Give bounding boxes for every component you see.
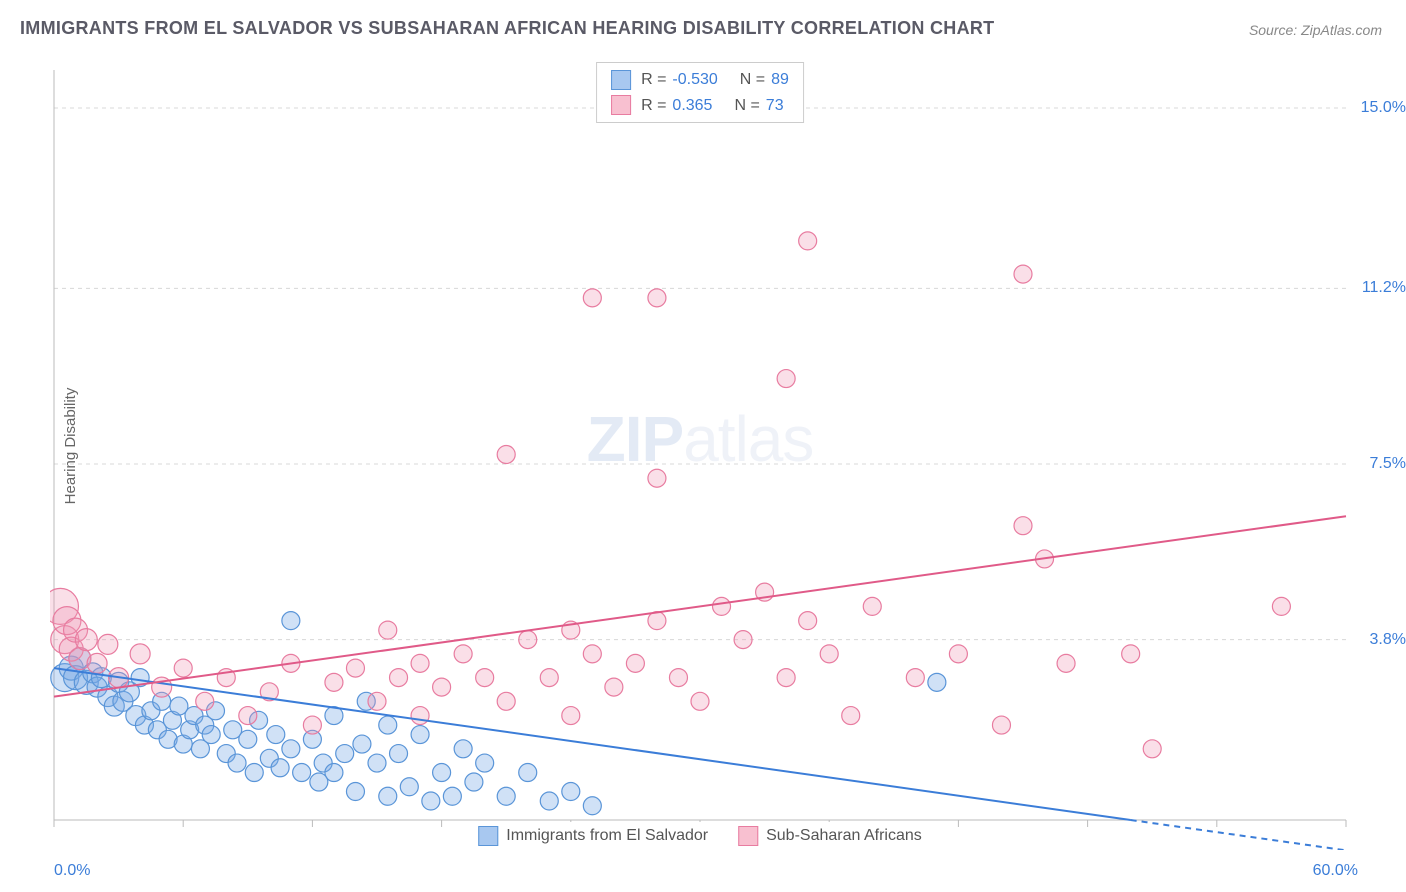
r-label: R = — [641, 67, 666, 93]
legend-item: Immigrants from El Salvador — [478, 826, 708, 846]
legend-swatch — [478, 826, 498, 846]
legend-row: R = -0.530 N = 89 — [611, 67, 789, 93]
chart-container: IMMIGRANTS FROM EL SALVADOR VS SUBSAHARA… — [0, 0, 1406, 892]
legend-label: Sub-Saharan Africans — [766, 827, 922, 845]
x-axis-min-label: 0.0% — [54, 862, 90, 880]
n-label: N = — [740, 67, 765, 93]
n-value: 89 — [771, 67, 789, 93]
legend-swatch — [738, 826, 758, 846]
chart-title: IMMIGRANTS FROM EL SALVADOR VS SUBSAHARA… — [20, 18, 994, 39]
x-axis-max-label: 60.0% — [1313, 862, 1358, 880]
scatter-chart — [50, 60, 1350, 850]
y-tick-label: 11.2% — [1362, 279, 1406, 297]
r-value: 0.365 — [672, 93, 712, 119]
n-label: N = — [734, 93, 759, 119]
legend-correlation: R = -0.530 N = 89 R = 0.365 N = 73 — [596, 62, 804, 123]
r-value: -0.530 — [672, 67, 717, 93]
r-label: R = — [641, 93, 666, 119]
y-tick-label: 3.8% — [1370, 631, 1406, 649]
source-attribution: Source: ZipAtlas.com — [1249, 22, 1382, 38]
y-tick-label: 15.0% — [1361, 99, 1406, 117]
plot-area: ZIPatlas R = -0.530 N = 89 R = 0.365 N =… — [50, 60, 1350, 850]
legend-series: Immigrants from El Salvador Sub-Saharan … — [468, 822, 932, 850]
legend-row: R = 0.365 N = 73 — [611, 93, 789, 119]
legend-swatch — [611, 70, 631, 90]
legend-item: Sub-Saharan Africans — [738, 826, 922, 846]
n-value: 73 — [766, 93, 784, 119]
legend-swatch — [611, 95, 631, 115]
y-tick-label: 7.5% — [1370, 455, 1406, 473]
legend-label: Immigrants from El Salvador — [506, 827, 708, 845]
